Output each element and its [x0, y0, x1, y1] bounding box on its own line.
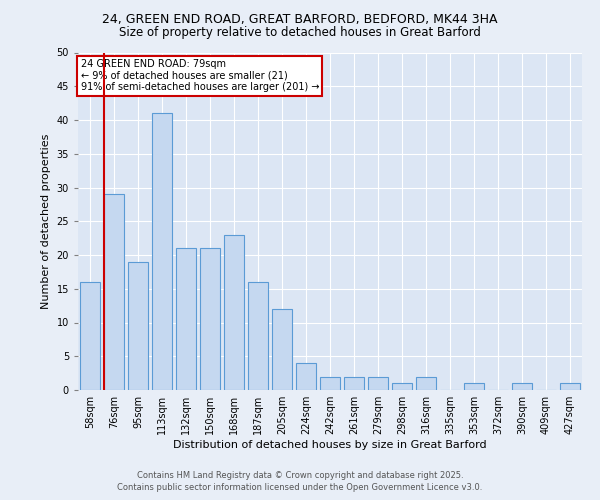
- Bar: [80, 282, 100, 390]
- Bar: [344, 376, 364, 390]
- X-axis label: Distribution of detached houses by size in Great Barford: Distribution of detached houses by size …: [173, 440, 487, 450]
- Bar: [560, 383, 580, 390]
- Y-axis label: Number of detached properties: Number of detached properties: [41, 134, 51, 309]
- Bar: [392, 383, 412, 390]
- Bar: [296, 363, 316, 390]
- Bar: [104, 194, 124, 390]
- Bar: [176, 248, 196, 390]
- Text: 24, GREEN END ROAD, GREAT BARFORD, BEDFORD, MK44 3HA: 24, GREEN END ROAD, GREAT BARFORD, BEDFO…: [102, 12, 498, 26]
- Text: Contains HM Land Registry data © Crown copyright and database right 2025.
Contai: Contains HM Land Registry data © Crown c…: [118, 471, 482, 492]
- Bar: [512, 383, 532, 390]
- Bar: [464, 383, 484, 390]
- Bar: [368, 376, 388, 390]
- Bar: [416, 376, 436, 390]
- Bar: [152, 114, 172, 390]
- Bar: [128, 262, 148, 390]
- Bar: [224, 235, 244, 390]
- Bar: [320, 376, 340, 390]
- Text: Size of property relative to detached houses in Great Barford: Size of property relative to detached ho…: [119, 26, 481, 39]
- Bar: [200, 248, 220, 390]
- Bar: [248, 282, 268, 390]
- Bar: [272, 309, 292, 390]
- Text: 24 GREEN END ROAD: 79sqm
← 9% of detached houses are smaller (21)
91% of semi-de: 24 GREEN END ROAD: 79sqm ← 9% of detache…: [80, 59, 319, 92]
